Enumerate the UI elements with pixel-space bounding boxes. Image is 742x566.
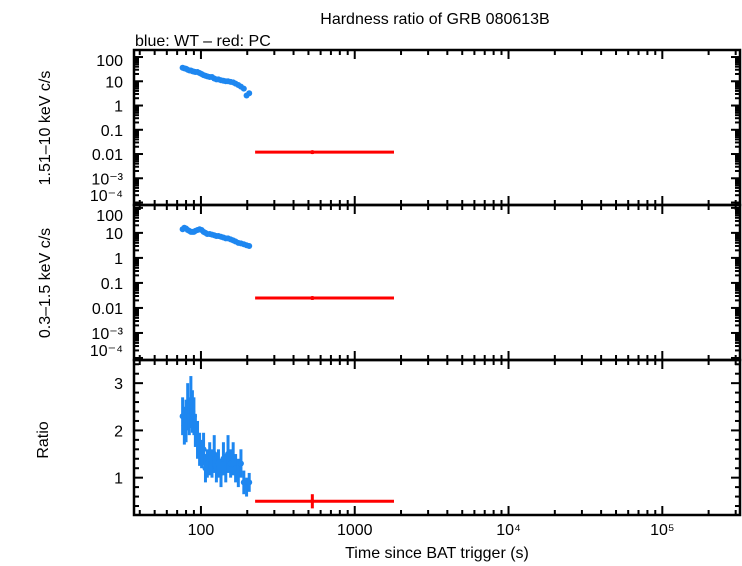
wt-data-point — [240, 85, 247, 92]
x-axis-label: Time since BAT trigger (s) — [345, 545, 529, 562]
x-tick-label: 10⁵ — [650, 522, 674, 539]
panel-frame-hard — [132, 48, 742, 207]
y-tick-label-ratio: 3 — [114, 376, 123, 393]
y-tick-label-soft: 100 — [96, 208, 123, 225]
y-tick-label-ratio: 2 — [114, 423, 123, 440]
y-tick-label-hard: 10 — [105, 74, 123, 91]
wt-data-point — [200, 446, 207, 453]
chart-title: Hardness ratio of GRB 080613B — [320, 11, 549, 28]
y-tick-label-ratio: 1 — [114, 471, 123, 488]
y-axis-label-soft: 0.3–1.5 keV c/s — [37, 228, 54, 338]
y-tick-label-hard: 0.1 — [101, 123, 123, 140]
x-tick-label: 100 — [188, 522, 215, 539]
panel-frame-ratio — [132, 358, 742, 517]
pc-data-point — [310, 295, 315, 300]
y-tick-label-hard: 10⁻⁴ — [90, 188, 123, 205]
y-tick-label-soft: 1 — [114, 251, 123, 268]
y-tick-label-soft: 10⁻⁴ — [90, 343, 123, 360]
y-tick-label-hard: 0.01 — [92, 147, 123, 164]
y-axis-label-ratio: Ratio — [35, 421, 52, 458]
x-tick-label: 1000 — [337, 522, 373, 539]
wt-data-point — [246, 90, 253, 97]
chart-subtitle: blue: WT – red: PC — [135, 33, 271, 50]
y-tick-label-soft: 0.1 — [101, 276, 123, 293]
y-tick-label-hard: 100 — [96, 53, 123, 70]
y-axis-label-hard: 1.51–10 keV c/s — [37, 71, 54, 186]
wt-data-point — [237, 460, 244, 467]
pc-data-point — [310, 150, 315, 155]
y-tick-label-hard: 1 — [114, 99, 123, 116]
wt-data-point — [246, 479, 253, 486]
pc-data-point — [310, 499, 315, 504]
y-tick-label-hard: 10⁻³ — [91, 171, 123, 188]
y-tick-label-soft: 10 — [105, 226, 123, 243]
wt-data-point — [246, 242, 253, 249]
y-tick-label-soft: 0.01 — [92, 301, 123, 318]
y-tick-label-soft: 10⁻³ — [91, 326, 123, 343]
panel-frame-soft — [132, 203, 742, 362]
x-tick-label: 10⁴ — [496, 522, 521, 539]
